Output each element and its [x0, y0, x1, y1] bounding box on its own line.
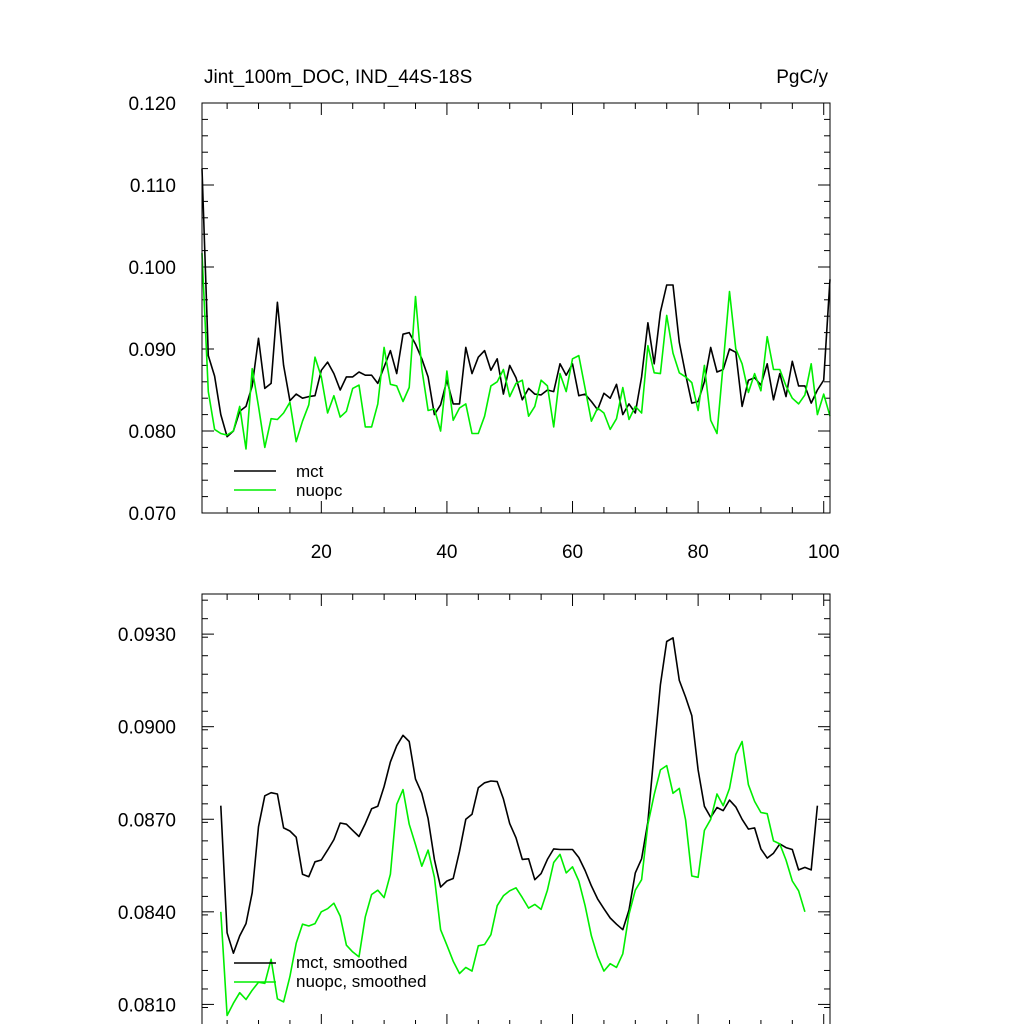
top-legend: mct nuopc: [234, 462, 343, 500]
legend-label-nuopc: nuopc: [296, 481, 343, 500]
y-tick-label: 0.0930: [118, 625, 176, 646]
y-tick-label: 0.100: [128, 258, 176, 279]
bottom-series-group: [220, 636, 819, 1017]
legend-label-nuopc-smoothed: nuopc, smoothed: [296, 972, 426, 991]
bottom-legend: mct, smoothed nuopc, smoothed: [234, 953, 426, 991]
top-series-group: [201, 168, 831, 450]
x-tick-label: 40: [436, 542, 457, 563]
bottom-axis-ticks: 0.0810 0.0840 0.0870 0.0900 0.0930: [118, 594, 830, 1024]
bottom-plot-frame: [201, 593, 831, 1024]
y-tick-label: 0.110: [130, 176, 176, 197]
series-line-mct: [201, 168, 831, 438]
y-tick-label: 0.0900: [118, 718, 176, 739]
y-tick-label: 0.070: [128, 504, 176, 525]
y-tick-label: 0.0810: [118, 995, 176, 1016]
legend-label-mct: mct: [296, 462, 324, 481]
series-line-mct-smoothed: [220, 636, 819, 955]
y-tick-label: 0.080: [128, 422, 176, 443]
y-tick-label: 0.090: [128, 340, 176, 361]
y-tick-label: 0.0840: [118, 903, 176, 924]
x-tick-label: 20: [311, 542, 332, 563]
y-tick-label: 0.0870: [118, 810, 176, 831]
top-plot-frame: [201, 102, 831, 514]
series-line-nuopc-smoothed: [220, 740, 806, 1017]
bottom-panel: 0.0810 0.0840 0.0870 0.0900 0.0930 mct, smoo…: [118, 593, 831, 1024]
x-tick-label: 60: [562, 542, 583, 563]
legend-label-mct-smoothed: mct, smoothed: [296, 953, 408, 972]
chart-title: Jint_100m_DOC, IND_44S-18S: [204, 67, 472, 88]
y-tick-label: 0.120: [128, 94, 176, 115]
top-panel: Jint_100m_DOC, IND_44S-18S PgC/y 0.070 0.…: [128, 67, 839, 563]
chart-units: PgC/y: [776, 67, 828, 88]
x-tick-label: 80: [688, 542, 709, 563]
series-line-nuopc: [201, 253, 831, 450]
x-tick-label: 100: [808, 542, 840, 563]
